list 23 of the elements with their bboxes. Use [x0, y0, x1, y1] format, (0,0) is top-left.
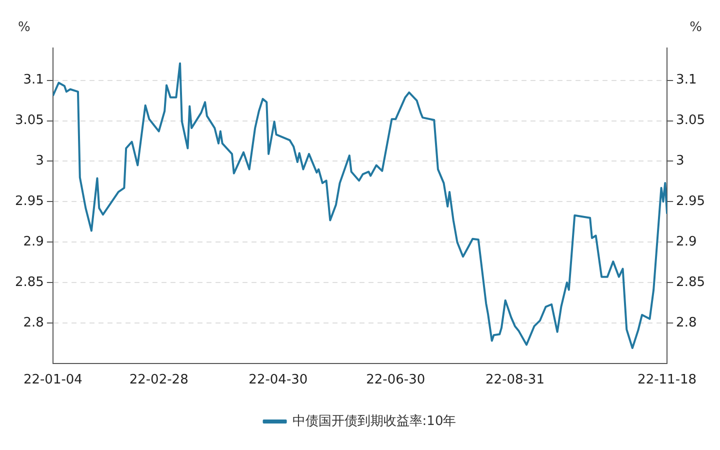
y2-tick-label: 3.1 [676, 72, 697, 88]
y2-tick-label: 2.8 [676, 315, 697, 330]
x-tick-label: 22-11-18 [638, 372, 697, 388]
y2-tick-label: 2.85 [676, 274, 706, 290]
legend-label: 中债国开债到期收益率:10年 [292, 412, 456, 429]
y2-tick-label: 2.95 [676, 194, 706, 210]
y2-tick-label: 2.9 [676, 234, 697, 250]
y-axis-title: % [18, 20, 30, 35]
y-tick-label: 3.05 [14, 113, 44, 128]
y-tick-label: 2.95 [14, 194, 44, 210]
y-tick-label: 2.9 [23, 234, 44, 250]
x-tick-label: 22-08-31 [485, 372, 544, 388]
y-tick-label: 3.1 [23, 72, 44, 88]
x-tick-label: 22-06-30 [366, 372, 426, 388]
y-tick-label: 2.8 [23, 315, 44, 330]
x-tick-label: 22-04-30 [248, 372, 308, 388]
y2-tick-label: 3.05 [676, 113, 706, 128]
x-tick-label: 22-02-28 [129, 372, 188, 388]
y2-tick-label: 3 [676, 154, 684, 169]
y-tick-label: 2.85 [14, 274, 44, 290]
y-tick-label: 3 [36, 154, 44, 169]
x-tick-label: 22-01-04 [23, 372, 82, 388]
y2-axis-title: % [690, 20, 702, 35]
